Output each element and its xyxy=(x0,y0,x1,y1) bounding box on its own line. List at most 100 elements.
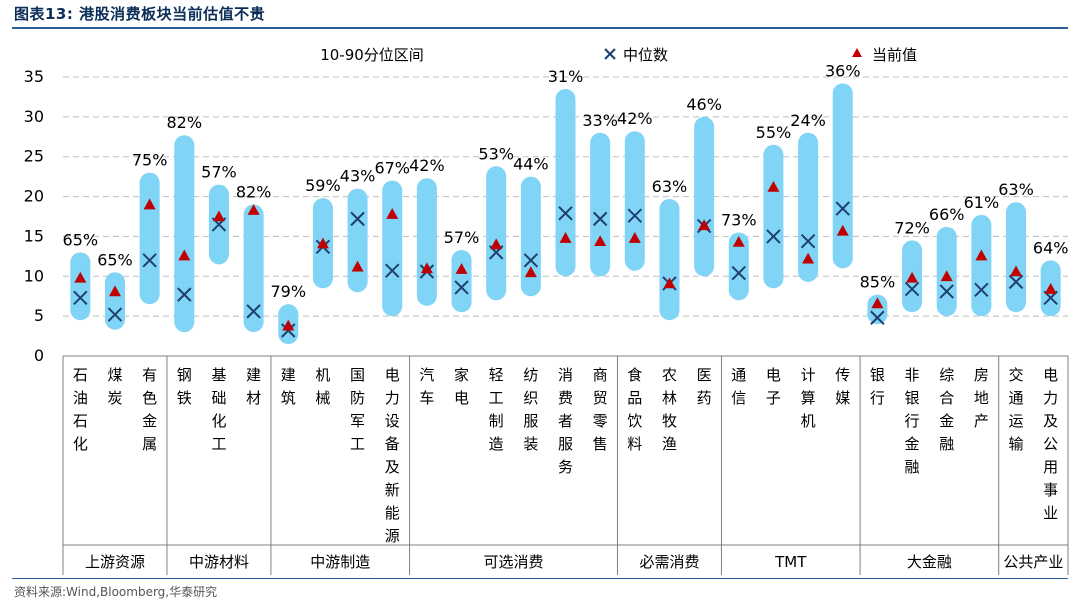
percentile-label: 65% xyxy=(63,230,99,249)
legend-median-icon xyxy=(604,48,616,60)
percentile-label: 55% xyxy=(756,123,792,142)
range-band xyxy=(1006,202,1027,313)
percentile-label: 46% xyxy=(686,95,722,114)
range-band xyxy=(347,188,368,293)
median-marker xyxy=(939,284,954,299)
current-marker xyxy=(663,277,676,289)
median-marker-stroke xyxy=(939,284,954,299)
range-band xyxy=(520,176,541,297)
median-marker-stroke xyxy=(246,304,261,319)
category-label: 建材 xyxy=(246,366,261,407)
category-label: 钢铁 xyxy=(177,366,192,407)
y-tick-label: 20 xyxy=(24,187,44,206)
group-label: 中游制造 xyxy=(310,553,370,571)
median-marker-stroke xyxy=(731,265,746,281)
range-band xyxy=(382,180,403,317)
range-band xyxy=(867,294,888,325)
valuation-range-chart: 0 5 10 15 20 25 30 35 上游资源 中游材料 中游制造 可选消费 必需消费 TMT 大金融… xyxy=(24,46,1069,575)
percentile-label: 57% xyxy=(444,228,480,247)
percentile-label: 31% xyxy=(548,67,584,86)
group-label: 必需消费 xyxy=(639,553,699,571)
median-marker xyxy=(107,307,123,322)
category-label: 消费者服务 xyxy=(558,366,573,476)
y-tick-label: 0 xyxy=(34,346,44,365)
median-marker xyxy=(835,201,850,216)
current-marker xyxy=(1010,265,1023,277)
range-band xyxy=(798,132,819,282)
range-band xyxy=(70,252,91,321)
category-label: 纺织服装 xyxy=(523,366,538,453)
median-marker xyxy=(974,282,989,298)
median-marker-stroke xyxy=(523,253,539,268)
category-label: 国防军工 xyxy=(350,366,365,453)
source-note: 资料来源:Wind,Bloomberg,华泰研究 xyxy=(14,585,218,599)
percentile-label: 53% xyxy=(478,144,514,163)
median-marker xyxy=(142,253,157,268)
category-label: 基础化工 xyxy=(211,366,226,453)
legend-current-icon xyxy=(852,48,862,57)
range-band xyxy=(486,166,507,301)
category-label: 农林牧渔 xyxy=(662,366,677,453)
category-label: 计算机 xyxy=(801,366,816,430)
median-marker xyxy=(627,208,643,223)
percentile-label: 44% xyxy=(513,155,549,174)
median-marker xyxy=(904,281,920,297)
range-band xyxy=(104,272,125,330)
median-marker-stroke xyxy=(454,280,469,295)
category-label: 综合金融 xyxy=(939,366,954,453)
median-marker xyxy=(454,280,469,295)
current-marker xyxy=(455,263,468,274)
median-marker xyxy=(731,265,746,281)
range-band xyxy=(971,214,992,317)
current-marker xyxy=(594,235,607,247)
category-label: 电力设备及新能源 xyxy=(385,366,400,545)
median-marker-stroke xyxy=(766,229,781,244)
percentile-label: 72% xyxy=(894,218,930,237)
range-band xyxy=(555,88,576,277)
category-label: 机械 xyxy=(315,366,330,407)
percentile-label: 42% xyxy=(617,109,653,128)
median-marker-stroke xyxy=(592,211,608,227)
median-marker xyxy=(592,211,608,227)
current-marker xyxy=(212,210,225,222)
y-tick-label: 5 xyxy=(34,306,44,325)
current-marker xyxy=(420,262,433,274)
range-band xyxy=(659,198,680,321)
median-marker xyxy=(350,211,365,227)
range-band xyxy=(763,144,784,289)
median-marker-stroke xyxy=(627,208,643,223)
current-marker xyxy=(316,237,329,249)
group-label: 上游资源 xyxy=(85,553,145,571)
range-band xyxy=(243,204,264,333)
group-label: 中游材料 xyxy=(189,553,249,571)
median-marker-stroke xyxy=(835,201,850,216)
category-label: 石油石化 xyxy=(73,366,88,453)
median-marker xyxy=(558,206,573,221)
figure-title: 图表13: 港股消费板块当前估值不贵 xyxy=(14,5,266,23)
current-marker xyxy=(351,260,364,272)
median-marker xyxy=(73,290,88,306)
category-label: 电子 xyxy=(766,366,781,407)
range-band xyxy=(728,232,749,301)
median-marker-stroke xyxy=(73,290,88,306)
percentile-label: 63% xyxy=(652,177,688,196)
category-label: 传媒 xyxy=(835,366,850,407)
median-marker-stroke xyxy=(800,234,816,249)
percentile-label: 63% xyxy=(998,180,1034,199)
group-label: 大金融 xyxy=(907,553,952,571)
percentile-label: 59% xyxy=(305,176,341,195)
percentile-label: 82% xyxy=(167,113,203,132)
y-tick-label: 10 xyxy=(24,266,44,285)
y-tick-label: 15 xyxy=(24,226,44,245)
percentile-label: 85% xyxy=(860,273,896,292)
group-label: 可选消费 xyxy=(484,553,544,571)
category-label: 轻工制造 xyxy=(489,366,504,453)
category-label: 医药 xyxy=(697,366,712,407)
percentile-label: 43% xyxy=(340,167,376,186)
percentile-label: 61% xyxy=(964,193,1000,212)
percentile-label: 75% xyxy=(132,151,168,170)
range-band xyxy=(624,131,645,271)
category-label: 有色金属 xyxy=(142,366,157,453)
current-marker xyxy=(698,219,711,231)
legend-median-label: 中位数 xyxy=(623,46,668,64)
